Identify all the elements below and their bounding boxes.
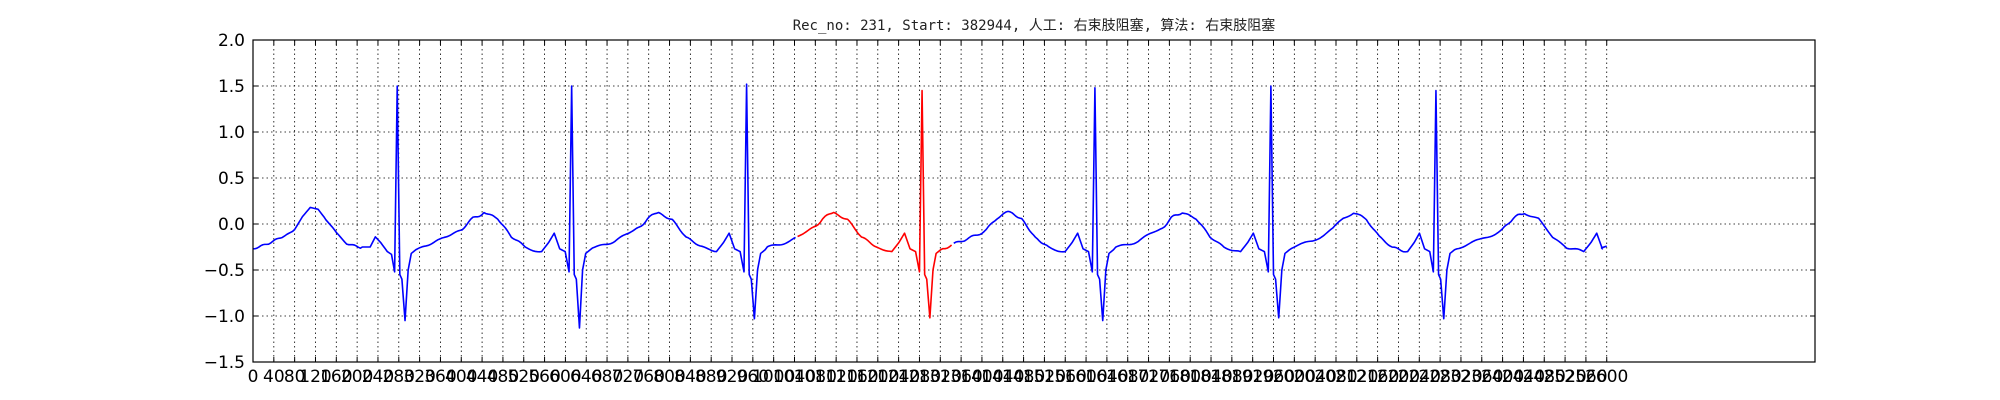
ecg-trace-blue — [953, 85, 1607, 322]
y-tick-label: −1.5 — [204, 353, 245, 373]
x-tick-label: 1040 — [773, 367, 816, 387]
x-tick-label: 1880 — [1210, 367, 1253, 387]
x-tick-label: 1280 — [898, 367, 941, 387]
x-tick-label: 1120 — [815, 367, 858, 387]
x-tick-label: 200 — [341, 367, 373, 387]
x-tick-label: 1760 — [1148, 367, 1191, 387]
x-tick-label: 2560 — [1564, 367, 1607, 387]
x-tick-label: 1800 — [1169, 367, 1212, 387]
x-tick-label: 2320 — [1439, 367, 1482, 387]
grid-lines — [253, 40, 1815, 362]
x-tick-label: 2280 — [1418, 367, 1461, 387]
x-tick-label: 160 — [320, 367, 352, 387]
y-tick-label: 0.5 — [218, 169, 245, 189]
y-tick-label: 1.5 — [218, 77, 245, 97]
x-tick-label: 40 — [263, 367, 285, 387]
x-tick-label: 1200 — [856, 367, 899, 387]
x-tick-label: 1000 — [752, 367, 795, 387]
x-tick-label: 2440 — [1502, 367, 1545, 387]
x-tick-label: 80 — [284, 367, 306, 387]
x-tick-label: 2520 — [1543, 367, 1586, 387]
x-tick-label: 480 — [487, 367, 519, 387]
x-tick-label: 1080 — [794, 367, 837, 387]
x-tick-label: 800 — [653, 367, 685, 387]
y-axis-ticks: −1.5 −1.0 −0.5 0.0 0.5 1.0 1.5 2.0 — [204, 31, 1815, 373]
x-axis-ticks: 0 40 8012016020024028032036040044048052056… — [248, 40, 1628, 387]
x-tick-label: 1600 — [1064, 367, 1107, 387]
x-tick-label: 360 — [424, 367, 456, 387]
x-tick-label: 1360 — [939, 367, 982, 387]
x-tick-label: 2160 — [1356, 367, 1399, 387]
x-tick-label: 640 — [570, 367, 602, 387]
x-tick-label: 1920 — [1231, 367, 1274, 387]
x-tick-label: 2120 — [1335, 367, 1378, 387]
x-tick-label: 1240 — [877, 367, 920, 387]
x-tick-label: 920 — [716, 367, 748, 387]
chart-title: Rec_no: 231, Start: 382944, 人工: 右束肢阻塞, 算… — [793, 17, 1276, 34]
ecg-trace-blue — [252, 83, 796, 329]
ecg-trace-red-highlight — [797, 89, 953, 319]
x-tick-label: 400 — [445, 367, 477, 387]
x-tick-label: 760 — [632, 367, 664, 387]
x-tick-label: 680 — [591, 367, 623, 387]
x-tick-label: 2480 — [1523, 367, 1566, 387]
x-tick-label: 1520 — [1023, 367, 1066, 387]
x-tick-label: 520 — [508, 367, 540, 387]
x-tick-label: 1640 — [1085, 367, 1128, 387]
x-tick-label: 2080 — [1314, 367, 1357, 387]
x-tick-label: 2000 — [1273, 367, 1316, 387]
x-tick-label: 0 — [248, 367, 259, 387]
x-tick-label: 2040 — [1294, 367, 1337, 387]
x-tick-label: 280 — [383, 367, 415, 387]
x-tick-label: 1560 — [1044, 367, 1087, 387]
x-tick-label: 1480 — [1002, 367, 1045, 387]
y-tick-label: 0.0 — [218, 215, 245, 235]
x-tick-label: 1320 — [919, 367, 962, 387]
x-tick-label: 1680 — [1106, 367, 1149, 387]
x-tick-label: 1960 — [1252, 367, 1295, 387]
x-tick-label: 1440 — [981, 367, 1024, 387]
x-tick-label: 2600 — [1585, 367, 1628, 387]
x-tick-label: 120 — [299, 367, 331, 387]
y-tick-label: 2.0 — [218, 31, 245, 51]
x-tick-label: 840 — [674, 367, 706, 387]
ecg-series — [252, 83, 1607, 329]
x-tick-label: 560 — [528, 367, 560, 387]
x-tick-label: 960 — [737, 367, 769, 387]
y-tick-label: −0.5 — [204, 261, 245, 281]
x-tick-label: 1840 — [1189, 367, 1232, 387]
y-tick-label: 1.0 — [218, 123, 245, 143]
x-tick-label: 1720 — [1127, 367, 1170, 387]
x-tick-label: 880 — [695, 367, 727, 387]
x-tick-label: 1400 — [960, 367, 1003, 387]
x-tick-label: 320 — [403, 367, 435, 387]
x-tick-label: 600 — [549, 367, 581, 387]
x-tick-label: 240 — [362, 367, 394, 387]
x-tick-label: 2360 — [1460, 367, 1503, 387]
plot-frame — [252, 39, 1816, 363]
x-tick-label: 1160 — [835, 367, 878, 387]
x-tick-label: 2400 — [1481, 367, 1524, 387]
x-tick-label: 2240 — [1398, 367, 1441, 387]
x-tick-label: 440 — [466, 367, 498, 387]
y-tick-label: −1.0 — [204, 307, 245, 327]
x-tick-label: 720 — [612, 367, 644, 387]
x-tick-label: 2200 — [1377, 367, 1420, 387]
